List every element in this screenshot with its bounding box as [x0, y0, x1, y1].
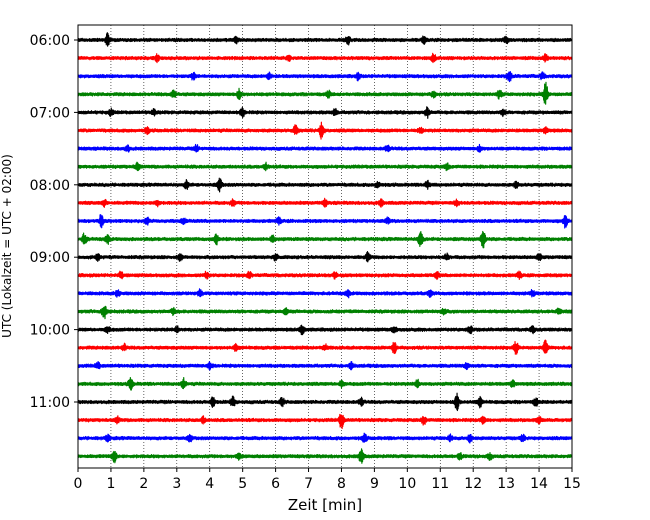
x-tick-label: 8 — [337, 476, 346, 492]
x-tick-label: 11 — [431, 476, 449, 492]
trace-line — [77, 432, 573, 444]
x-tick-label: 7 — [304, 476, 313, 492]
trace-line — [77, 448, 573, 464]
x-tick-label: 2 — [139, 476, 148, 492]
x-tick-label: 15 — [563, 476, 581, 492]
trace-line — [77, 81, 573, 105]
trace-line — [77, 324, 573, 336]
trace-line — [77, 392, 573, 412]
x-tick-label: 12 — [464, 476, 482, 492]
plot-frame — [77, 24, 573, 469]
trace-line — [77, 52, 573, 64]
trace-line — [77, 197, 573, 208]
trace-line — [77, 413, 573, 430]
x-tick-label: 6 — [271, 476, 280, 492]
x-tick-label: 0 — [74, 476, 83, 492]
trace-line — [77, 71, 573, 83]
trace-line — [77, 230, 573, 249]
trace-line — [77, 305, 573, 320]
x-tick-label: 13 — [497, 476, 515, 492]
trace-line — [77, 161, 573, 172]
trace-line — [77, 339, 573, 355]
y-axis-ticks: 06:00 07:00 08:00 09:00 10:00 11:00 — [30, 33, 78, 411]
trace-line — [77, 177, 573, 193]
trace-group — [77, 32, 573, 464]
y-tick-label: 06:00 — [30, 33, 70, 49]
trace-line — [77, 361, 573, 371]
trace-line — [77, 214, 573, 229]
trace-line — [77, 251, 573, 263]
trace-line — [77, 143, 573, 153]
trace-line — [77, 32, 573, 47]
x-tick-label: 3 — [172, 476, 181, 492]
trace-line — [77, 270, 573, 281]
x-tick-label: 14 — [530, 476, 548, 492]
y-tick-label: 10:00 — [30, 323, 70, 339]
y-tick-label: 07:00 — [30, 105, 70, 121]
x-tick-label: 4 — [205, 476, 214, 492]
y-axis-label: UTC (Lokalzeit = UTC + 02:00) — [0, 154, 14, 338]
trace-line — [77, 121, 573, 140]
plot-area — [78, 25, 572, 468]
trace-line — [77, 288, 573, 299]
x-tick-label: 10 — [398, 476, 416, 492]
x-axis-label: Zeit [min] — [288, 496, 362, 514]
x-tick-label: 5 — [238, 476, 247, 492]
x-axis-ticks: 0 1 2 3 4 5 6 7 8 9 10 11 12 13 14 15 — [74, 468, 581, 492]
trace-line — [77, 377, 573, 391]
y-tick-label: 11:00 — [30, 395, 70, 411]
grid-lines — [110, 25, 540, 468]
x-tick-label: 1 — [106, 476, 115, 492]
y-tick-label: 08:00 — [30, 178, 70, 194]
trace-line — [77, 106, 573, 119]
y-tick-label: 09:00 — [30, 250, 70, 266]
x-tick-label: 9 — [370, 476, 379, 492]
